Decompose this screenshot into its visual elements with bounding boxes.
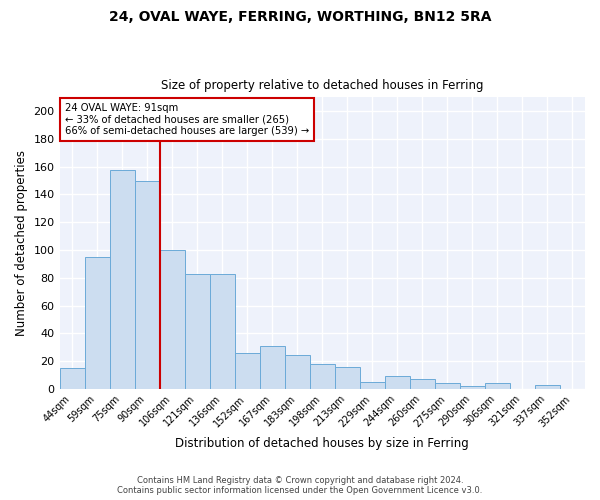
Bar [59,368,85,389]
Bar [209,274,235,389]
Bar [460,386,485,389]
Bar [335,366,360,389]
Bar [310,364,335,389]
Bar [285,356,310,389]
Bar [235,352,260,389]
Bar [185,274,209,389]
Bar [110,170,134,389]
Bar [85,257,110,389]
X-axis label: Distribution of detached houses by size in Ferring: Distribution of detached houses by size … [175,437,469,450]
Y-axis label: Number of detached properties: Number of detached properties [15,150,28,336]
Text: 24 OVAL WAYE: 91sqm
← 33% of detached houses are smaller (265)
66% of semi-detac: 24 OVAL WAYE: 91sqm ← 33% of detached ho… [65,103,309,136]
Title: Size of property relative to detached houses in Ferring: Size of property relative to detached ho… [161,79,484,92]
Text: Contains HM Land Registry data © Crown copyright and database right 2024.
Contai: Contains HM Land Registry data © Crown c… [118,476,482,495]
Bar [535,384,560,389]
Bar [160,250,185,389]
Bar [435,384,460,389]
Bar [360,382,385,389]
Bar [410,379,435,389]
Bar [385,376,410,389]
Bar [134,180,160,389]
Bar [260,346,285,389]
Bar [485,384,510,389]
Text: 24, OVAL WAYE, FERRING, WORTHING, BN12 5RA: 24, OVAL WAYE, FERRING, WORTHING, BN12 5… [109,10,491,24]
